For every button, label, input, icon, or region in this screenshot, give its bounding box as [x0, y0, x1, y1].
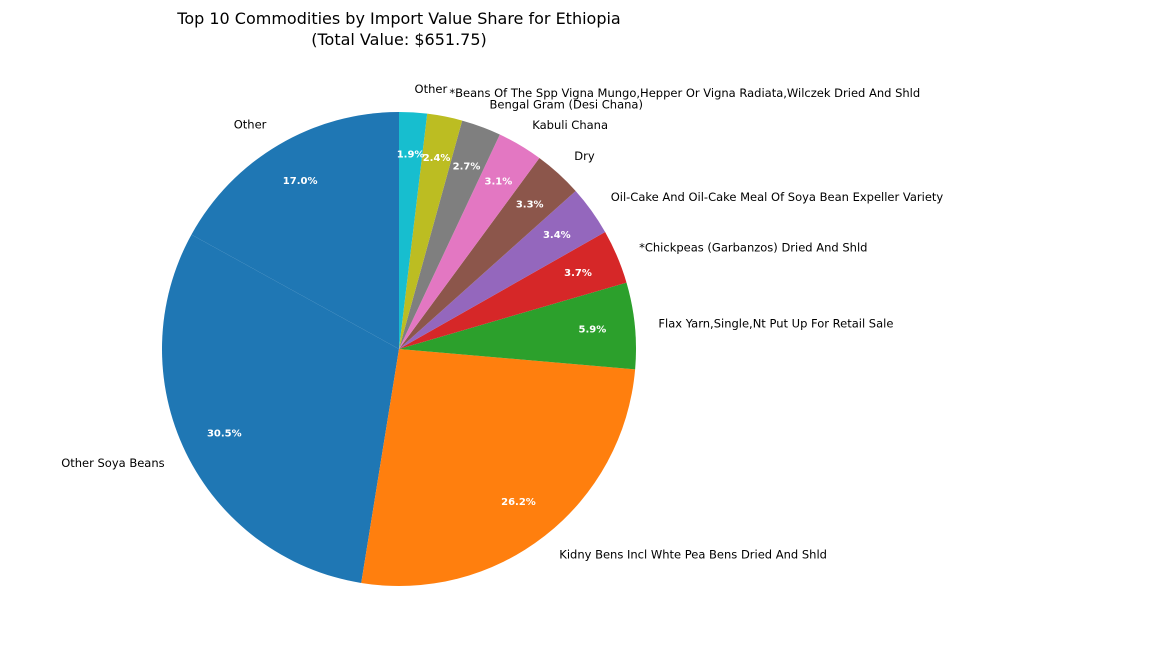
pie-slice — [361, 349, 636, 586]
pie-slice-percent-label: 3.7% — [564, 268, 592, 279]
pie-slice-label: Other Soya Beans — [61, 456, 164, 470]
pie-slice-percent-label: 17.0% — [283, 176, 318, 187]
pie-slice — [191, 112, 399, 349]
pie-slice — [399, 134, 540, 349]
pie-slice — [162, 234, 399, 583]
pie-slice-label: Other — [234, 118, 267, 132]
pie-slice-percent-label: 2.7% — [453, 161, 481, 172]
pie-slice-percent-label: 3.4% — [543, 230, 571, 241]
chart-subtitle: (Total Value: $651.75) — [311, 30, 487, 49]
pie-slice — [399, 158, 576, 349]
pie-slice-percent-label: 3.3% — [516, 200, 544, 211]
pie-slice-label: Flax Yarn,Single,Nt Put Up For Retail Sa… — [658, 316, 893, 330]
pie-slice-percent-label: 1.9% — [397, 150, 425, 161]
pie-slice-label: *Chickpeas (Garbanzos) Dried And Shld — [639, 240, 867, 254]
pie-slice-percent-label: 26.2% — [501, 497, 536, 508]
pie-slice — [399, 282, 637, 370]
pie-slice — [399, 232, 627, 349]
pie-slice-label: Bengal Gram (Desi Chana) — [490, 98, 643, 112]
pie-slice-label: Kidny Bens Incl Whte Pea Bens Dried And … — [559, 548, 827, 562]
pie-slice-percent-label: 3.1% — [484, 176, 512, 187]
pie-slice — [399, 191, 606, 349]
pie-slices — [162, 112, 637, 586]
pie-slice-percent-label: 2.4% — [423, 153, 451, 164]
pie-slice-percent-label: 5.9% — [579, 324, 607, 335]
pie-slice-label: Kabuli Chana — [532, 118, 608, 132]
pie-slice-labels: Other Other Soya Beans Kidny Bens Incl Wht… — [61, 82, 943, 562]
pie-slice-label: Dry — [574, 149, 595, 163]
pie-slice-label: Other — [415, 82, 448, 96]
pie-slice-label: Oil-Cake And Oil-Cake Meal Of Soya Bean … — [611, 190, 944, 204]
pie-slice-label: *Beans Of The Spp Vigna Mungo,Hepper Or … — [449, 86, 920, 100]
pie-slice-percent-label: 30.5% — [207, 429, 242, 440]
pie-slice — [399, 112, 428, 349]
pie-percent-labels: 17.0% 30.5% 26.2% 5.9% 3.7% 3.4% 3.3% 3.1%2.7%2… — [207, 150, 606, 508]
chart-title: Top 10 Commodities by Import Value Share… — [176, 9, 620, 28]
pie-slice — [399, 120, 500, 349]
pie-slice — [399, 113, 463, 350]
